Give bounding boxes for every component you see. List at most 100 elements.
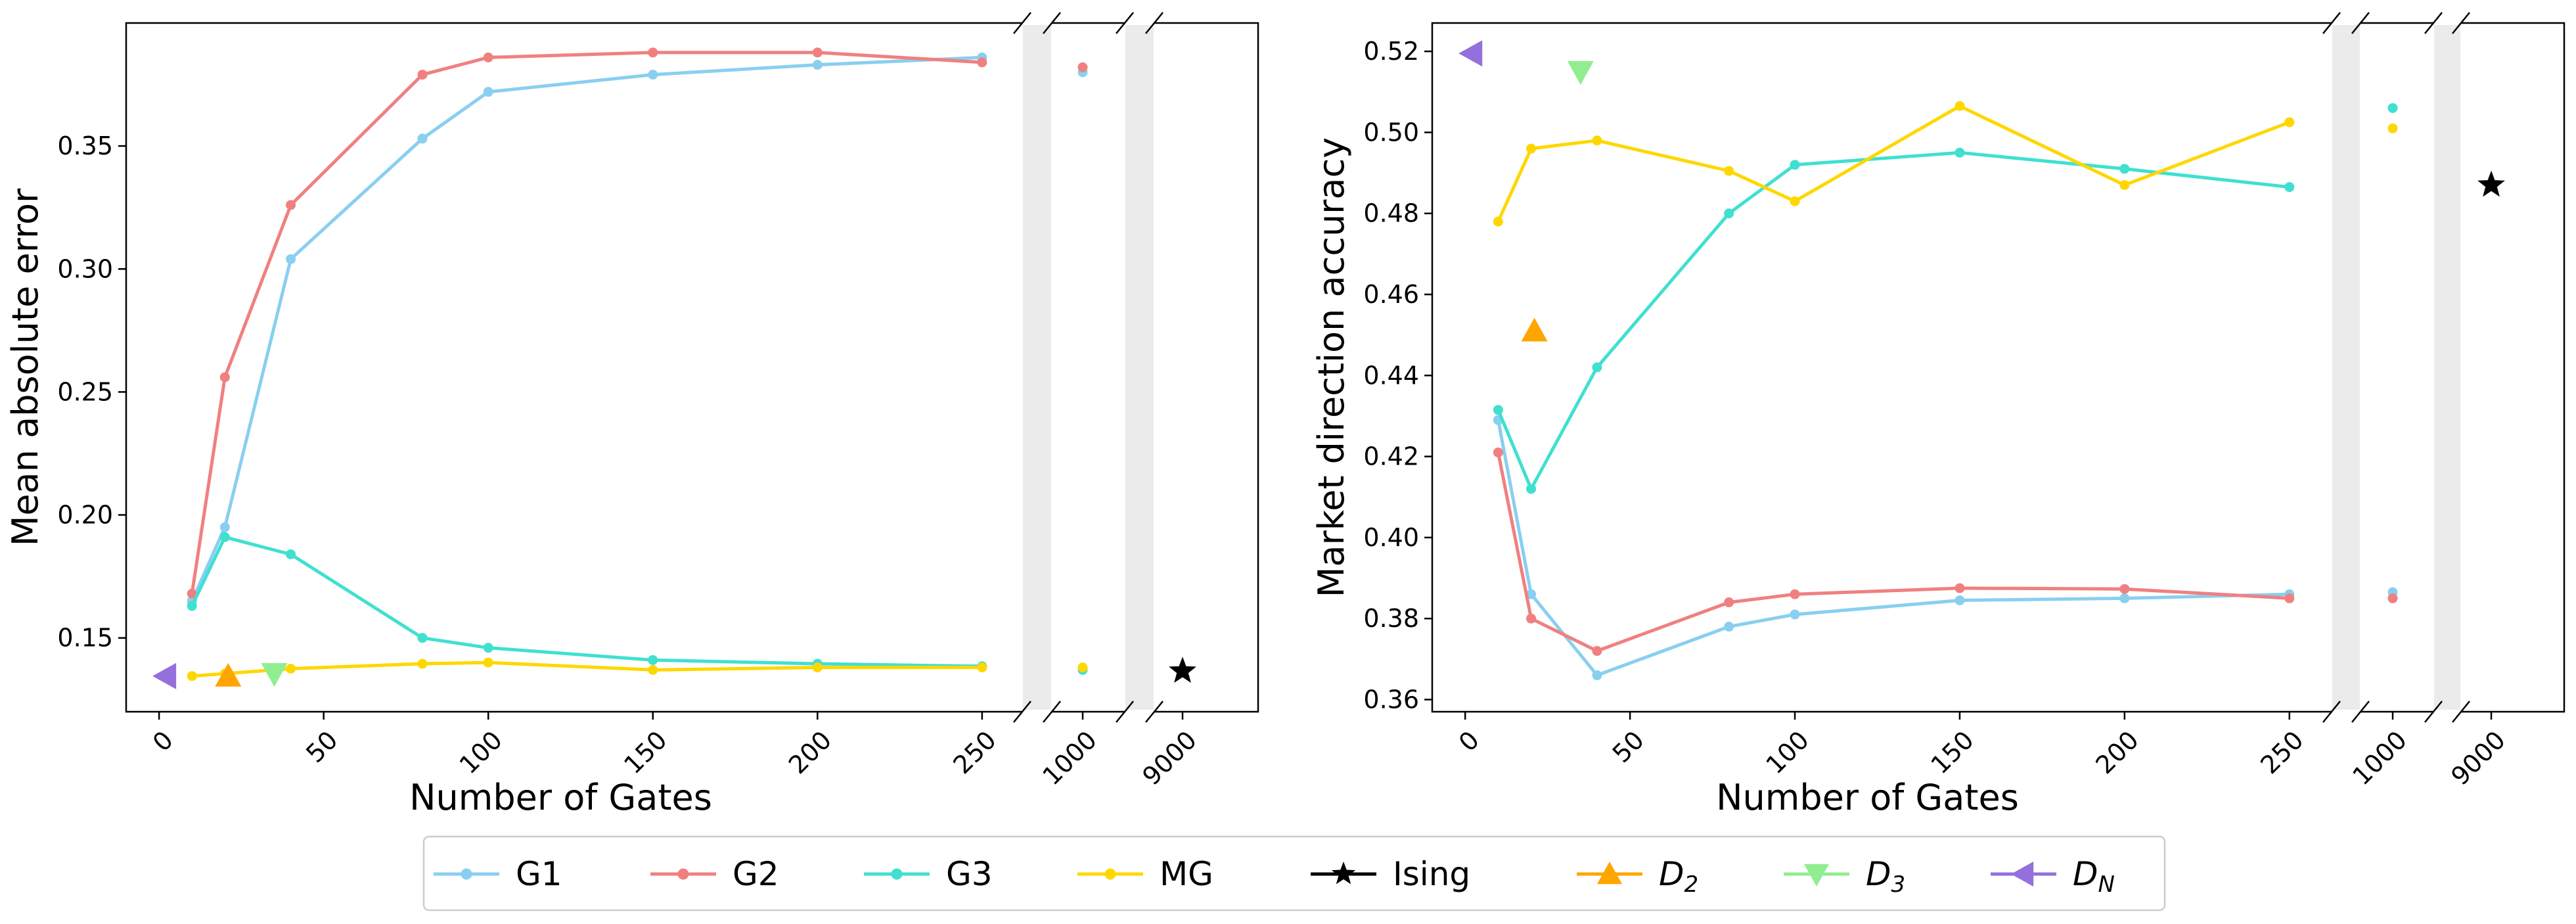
data-point-g3 <box>417 633 428 643</box>
x-tick-label: 200 <box>2090 726 2144 779</box>
data-point-g2 <box>1526 613 1537 624</box>
data-point-mg <box>1526 143 1537 154</box>
y-tick-label: 0.40 <box>1363 523 1419 552</box>
right-panel: 0.36 0.38 0.40 0.42 0.44 0.46 0.48 0.50 0.52 0 50 1… <box>1311 12 2565 818</box>
data-point-g2 <box>219 372 230 382</box>
series-line-g2 <box>190 51 983 594</box>
data-point-g3 <box>1592 362 1602 373</box>
y-axis-label: Mean absolute error <box>5 188 46 546</box>
data-point-g3 <box>2284 182 2295 193</box>
data-point-g3 <box>1724 208 1734 219</box>
legend-g2-label: G2 <box>733 855 779 893</box>
series-line-g2 <box>1496 452 2290 653</box>
data-point-g2 <box>187 588 197 599</box>
data-point-g3 <box>1955 147 1965 158</box>
y-tick-label: 0.15 <box>57 624 113 653</box>
data-point-g3 <box>286 549 296 559</box>
data-point-g2 <box>1077 62 1088 72</box>
axis-break-gap <box>2332 21 2360 25</box>
data-point-mg <box>2387 123 2398 133</box>
series-line-g3 <box>190 535 982 668</box>
x-tick-label: 1000 <box>1037 726 1102 791</box>
axis-break-slash <box>1116 12 1134 34</box>
data-point-g3 <box>187 601 197 611</box>
y-tick-label: 0.46 <box>1363 280 1419 309</box>
y-tick-label: 0.25 <box>57 377 113 406</box>
data-point-mg <box>1724 166 1734 176</box>
y-tick-label: 0.30 <box>57 254 113 283</box>
data-point-g3 <box>648 655 658 665</box>
data-point-g1 <box>417 133 428 144</box>
legend-mg-marker <box>1104 868 1116 880</box>
data-point-g2 <box>1592 646 1602 657</box>
data-point-g2 <box>2284 593 2295 603</box>
data-point-mg <box>1790 196 1800 206</box>
legend-d3-marker <box>1804 864 1829 887</box>
data-point-g3 <box>2119 164 2130 174</box>
data-point-g1 <box>812 60 823 70</box>
y-tick-label: 0.52 <box>1363 37 1419 66</box>
data-point-mg <box>417 658 428 669</box>
marker-ising <box>1169 657 1196 683</box>
y-tick-label: 0.38 <box>1363 604 1419 633</box>
data-point-g1 <box>219 522 230 532</box>
axis-break-band <box>1125 24 1154 711</box>
data-point-g2 <box>1724 597 1734 608</box>
y-axis-label: Market direction accuracy <box>1311 137 1352 597</box>
axis-break-gap <box>1125 710 1154 714</box>
axis-break-gap <box>1125 21 1154 25</box>
legend-ising-label: Ising <box>1393 855 1470 893</box>
series-line-mg <box>192 660 982 678</box>
plot-frame <box>1431 22 2565 713</box>
marker-d3 <box>261 662 288 687</box>
data-point-g3 <box>1790 160 1800 170</box>
data-point-g2 <box>286 200 296 210</box>
marker-d2 <box>215 662 242 687</box>
axis-break-band <box>2332 24 2360 711</box>
data-point-g2 <box>1790 589 1800 599</box>
data-point-g2 <box>1955 583 1965 593</box>
legend-g3-marker <box>891 868 903 880</box>
x-tick-label: 100 <box>1761 726 1815 779</box>
axis-break-slash <box>2452 12 2470 34</box>
legend-g3-label: G3 <box>946 855 993 893</box>
data-point-mg <box>1077 662 1088 673</box>
series-line-mg <box>1497 104 2290 223</box>
axis-break-slash <box>2322 701 2341 723</box>
data-point-mg <box>187 671 197 681</box>
data-point-mg <box>812 662 823 673</box>
plot-frame <box>125 22 1259 713</box>
axis-break-slash <box>2424 12 2443 34</box>
data-point-g1 <box>1724 622 1734 632</box>
data-point-g2 <box>2387 593 2398 603</box>
axis-break-slash <box>2424 701 2443 723</box>
data-point-g1 <box>1955 595 1965 605</box>
legend-d2-marker <box>1597 862 1622 885</box>
legend-d3-label: D3 <box>1866 855 1905 898</box>
data-point-g3 <box>483 643 493 653</box>
data-point-g2 <box>1493 447 1503 457</box>
axis-break-gap <box>2434 710 2460 714</box>
axis-break-slash <box>2452 701 2470 723</box>
axis-break-slash <box>1043 701 1061 723</box>
data-point-g1 <box>483 87 493 97</box>
legend-g1-marker <box>461 868 472 880</box>
legend-ising-marker <box>1331 862 1356 885</box>
marker-ising <box>2477 170 2505 197</box>
axis-break-slash <box>2351 12 2370 34</box>
marker-dn <box>152 662 177 689</box>
data-point-g3 <box>1493 405 1503 415</box>
y-tick-label: 0.50 <box>1363 118 1419 147</box>
axis-break-gap <box>2434 21 2460 25</box>
data-point-g1 <box>286 254 296 264</box>
axis-break-slash <box>1145 12 1164 34</box>
data-point-g1 <box>1526 589 1537 599</box>
axis-break-band <box>2434 24 2460 711</box>
data-point-g1 <box>648 70 658 80</box>
y-tick-label: 0.42 <box>1363 442 1419 471</box>
data-point-g3 <box>219 532 230 542</box>
x-tick-label: 200 <box>783 726 837 779</box>
data-point-mg <box>977 662 987 673</box>
axis-break-gap <box>2332 710 2360 714</box>
axis-break-slash <box>2351 701 2370 723</box>
